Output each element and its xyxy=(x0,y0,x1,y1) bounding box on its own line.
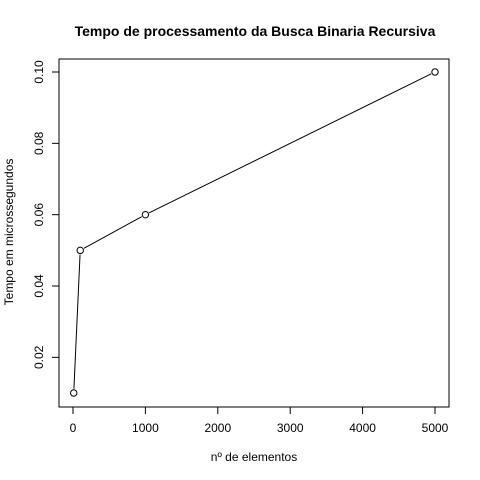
y-tick-label: 0.04 xyxy=(32,274,46,298)
series-segment xyxy=(83,216,142,249)
data-point xyxy=(76,246,84,255)
x-tick-label: 5000 xyxy=(422,421,449,435)
x-tick-label: 4000 xyxy=(349,421,376,435)
data-point xyxy=(431,68,439,76)
y-tick-label: 0.08 xyxy=(32,131,46,155)
y-tick-label: 0.02 xyxy=(32,345,46,369)
chart-title: Tempo de processamento da Busca Binaria … xyxy=(75,23,436,39)
x-tick-label: 1000 xyxy=(132,421,159,435)
y-tick-label: 0.10 xyxy=(32,60,46,84)
y-axis: 0.02 0.04 0.06 0.08 0.10 xyxy=(32,60,59,369)
y-axis-label: Tempo em microssegundos xyxy=(2,159,16,306)
series-tempo xyxy=(70,68,439,397)
x-tick-label: 2000 xyxy=(204,421,231,435)
x-tick-label: 0 xyxy=(70,421,77,435)
y-tick-label: 0.06 xyxy=(32,203,46,227)
data-point xyxy=(70,389,78,397)
series-segment xyxy=(148,73,432,214)
data-point xyxy=(141,210,150,219)
x-tick-label: 3000 xyxy=(277,421,304,435)
x-axis: 0 1000 2000 3000 4000 5000 xyxy=(70,407,449,435)
plot-frame xyxy=(58,58,450,408)
x-axis-label: nº de elementos xyxy=(211,450,297,464)
series-segment xyxy=(73,254,81,389)
